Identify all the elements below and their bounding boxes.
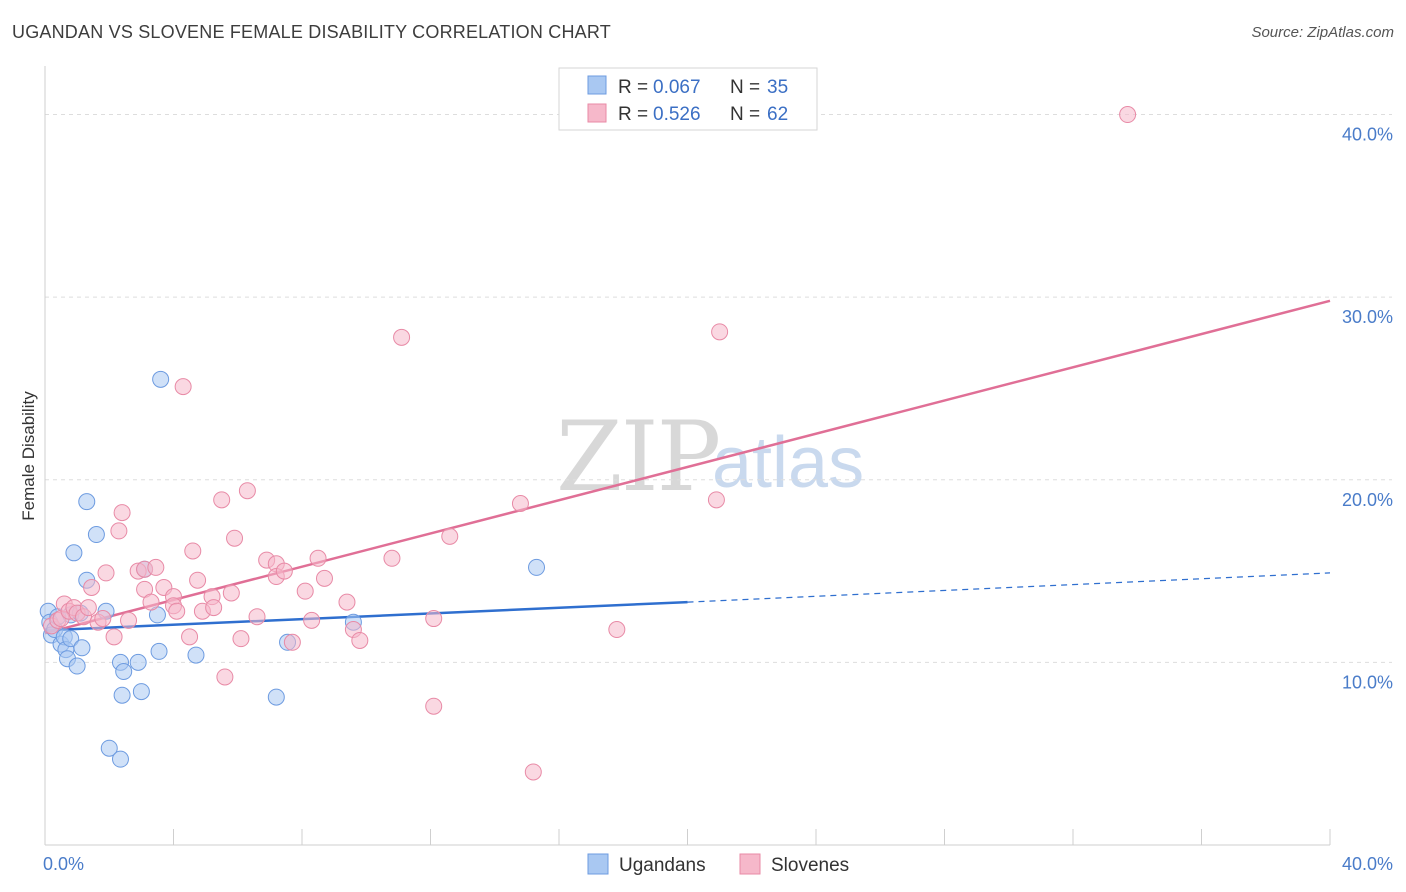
grid-layer: [45, 114, 1392, 663]
slovenes-point: [248, 608, 266, 626]
ugandans-point: [115, 663, 133, 681]
ugandans-point: [528, 558, 546, 576]
ugandans-point: [111, 750, 129, 768]
y-tick-label: 30.0%: [1342, 307, 1393, 327]
stats-n-value-ugandans: 35: [767, 77, 788, 98]
slovenes-point: [205, 599, 223, 617]
slovenes-point: [441, 527, 459, 545]
points-layer: [39, 106, 1137, 781]
stats-r-label-ugandans: R =: [618, 77, 648, 98]
stats-swatch-ugandans: [587, 75, 607, 95]
ugandans-point: [132, 683, 150, 701]
slovenes-point: [222, 584, 240, 602]
slovenes-point: [189, 571, 207, 589]
ugandans-point: [68, 657, 86, 675]
watermark-atlas: atlas: [712, 423, 864, 503]
slovenes-point: [147, 558, 165, 576]
stats-r-value-slovenes: 0.526: [653, 104, 701, 125]
slovenes-point: [351, 631, 369, 649]
slovenes-point: [83, 579, 101, 597]
ugandans-point: [113, 686, 131, 704]
ugandans-point: [267, 688, 285, 706]
ugandans-point: [62, 630, 80, 648]
slovenes-point: [184, 542, 202, 560]
legend-swatch-ugandans: [587, 853, 609, 875]
legend-label-slovenes: Slovenes: [771, 855, 849, 876]
slovenes-point: [275, 562, 293, 580]
watermark-zip: ZIP: [556, 401, 719, 513]
slovenes-point: [283, 633, 301, 651]
slovenes-point: [425, 610, 443, 628]
trend-layer: [44, 299, 1331, 635]
slovenes-point: [303, 611, 321, 629]
slovenes-point: [113, 504, 131, 522]
slovenes-point: [711, 323, 729, 341]
slovenes-point: [94, 610, 112, 628]
y-tick-label: 20.0%: [1342, 490, 1393, 510]
axis-layer: [44, 66, 1331, 846]
legend-swatch-slovenes: [739, 853, 761, 875]
slovenes-point: [142, 593, 160, 611]
slovenes-point: [216, 668, 234, 686]
x-tick-label: 0.0%: [43, 854, 84, 874]
stats-n-label-ugandans: N =: [730, 77, 760, 98]
slovenes-point: [511, 495, 529, 513]
trend-line-ugandans: [44, 600, 688, 632]
stats-legend: R = 0.067 N = 35 R = 0.526 N = 62: [558, 67, 818, 131]
chart-source: Source: ZipAtlas.com: [1251, 24, 1394, 41]
slovenes-point: [296, 582, 314, 600]
slovenes-point: [181, 628, 199, 646]
slovenes-point: [309, 549, 327, 567]
legend-label-ugandans: Ugandans: [619, 855, 706, 876]
slovenes-point: [213, 491, 231, 509]
ugandans-point: [100, 739, 118, 757]
y-tick-label: 10.0%: [1342, 672, 1393, 692]
slovenes-point: [338, 593, 356, 611]
slovenes-point: [1119, 106, 1137, 124]
tick-label-layer: 10.0% 20.0% 30.0% 40.0% 0.0% 40.0%: [43, 125, 1393, 874]
stats-row-ugandans: R = 0.067 N = 35: [587, 75, 788, 98]
slovenes-point: [79, 599, 97, 617]
stats-row-slovenes: R = 0.526 N = 62: [587, 103, 788, 125]
slovenes-point: [120, 611, 138, 629]
trend-line-ugandans-extension: [687, 572, 1331, 603]
slovenes-point: [97, 564, 115, 582]
slovenes-point: [707, 491, 725, 509]
slovenes-point: [383, 549, 401, 567]
chart-title: UGANDAN VS SLOVENE FEMALE DISABILITY COR…: [12, 22, 611, 42]
trend-line-slovenes: [44, 299, 1331, 635]
stats-n-value-slovenes: 62: [767, 104, 788, 125]
stats-swatch-slovenes: [587, 103, 607, 123]
y-axis-title: Female Disability: [19, 391, 38, 521]
slovenes-point: [110, 522, 128, 540]
slovenes-point: [105, 628, 123, 646]
slovenes-point: [524, 763, 542, 781]
slovenes-point: [238, 482, 256, 500]
ugandans-point: [152, 370, 170, 388]
slovenes-point: [174, 378, 192, 396]
stats-n-label-slovenes: N =: [730, 104, 760, 125]
ugandans-point: [187, 646, 205, 664]
stats-r-value-ugandans: 0.067: [653, 77, 701, 98]
legend-item-ugandans[interactable]: Ugandans: [587, 853, 706, 876]
slovenes-point: [425, 697, 443, 715]
slovenes-point: [232, 630, 250, 648]
slovenes-point: [608, 621, 626, 639]
slovenes-point: [393, 328, 411, 346]
legend-item-slovenes[interactable]: Slovenes: [739, 853, 849, 876]
slovenes-point: [315, 569, 333, 587]
ugandans-point: [65, 544, 83, 562]
series-legend: Ugandans Slovenes: [587, 853, 849, 876]
y-tick-label: 40.0%: [1342, 125, 1393, 145]
ugandans-point: [78, 493, 96, 511]
ugandans-point: [129, 653, 147, 671]
ugandans-point: [87, 526, 105, 544]
x-tick-label: 40.0%: [1342, 854, 1393, 874]
ugandans-point: [73, 639, 91, 657]
ugandans-point: [150, 642, 168, 660]
slovenes-point: [168, 602, 186, 620]
stats-r-label-slovenes: R =: [618, 104, 648, 125]
slovenes-point: [226, 529, 244, 547]
